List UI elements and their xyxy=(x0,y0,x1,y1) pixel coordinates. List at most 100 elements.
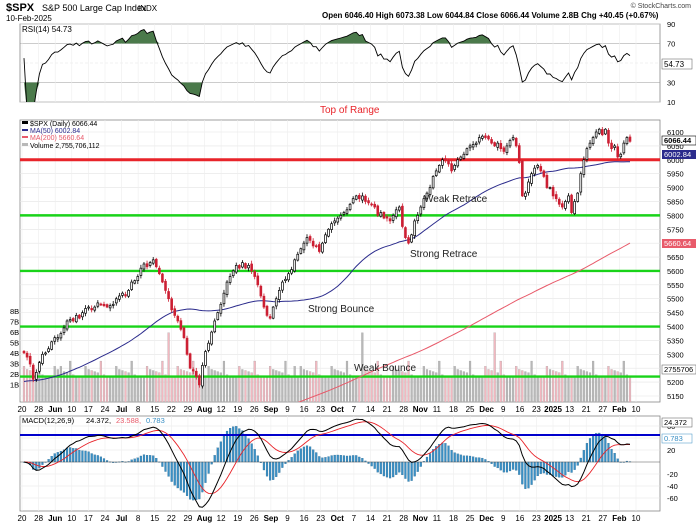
volume-bar xyxy=(404,372,407,402)
volume-bar xyxy=(72,374,75,402)
macd-hist-bar xyxy=(413,461,416,477)
price-legend-swatch xyxy=(22,121,28,124)
volume-bar xyxy=(367,370,370,402)
candle-body xyxy=(38,362,41,372)
macd-hist-bar xyxy=(272,461,275,480)
volume-bar xyxy=(490,370,493,402)
candle-body xyxy=(613,145,616,148)
candle-body xyxy=(71,318,75,322)
volume-tick-label: 6B xyxy=(10,328,19,337)
candle-body xyxy=(161,273,164,283)
volume-tick-label: 4B xyxy=(10,349,19,358)
x-tick-label: Jul xyxy=(116,405,128,414)
macd-hist-bar xyxy=(459,454,462,463)
volume-bar xyxy=(601,376,604,402)
macd-hist-bar xyxy=(281,461,284,468)
candle-body xyxy=(81,312,84,318)
volume-bar xyxy=(78,376,81,402)
macd-hist-bar xyxy=(579,457,582,463)
macd-hist-bar xyxy=(573,461,576,470)
volume-bar xyxy=(355,376,358,402)
macd-hist-bar xyxy=(195,461,198,500)
candle-body xyxy=(573,201,576,215)
macd-hist-bar xyxy=(81,450,84,463)
candle-body xyxy=(422,198,426,208)
volume-bar xyxy=(579,369,582,402)
candle-body xyxy=(99,303,103,306)
macd-hist-bar xyxy=(536,461,539,477)
macd-hist-bar xyxy=(419,461,422,467)
x-tick-label: 28 xyxy=(399,514,408,523)
volume-bar xyxy=(207,366,210,402)
volume-bar xyxy=(401,371,404,402)
macd-hist-bar xyxy=(210,461,213,465)
x-tick-label: 10 xyxy=(67,514,76,523)
x-tick-label: 19 xyxy=(233,514,242,523)
candle-body xyxy=(56,337,60,340)
candle-body xyxy=(111,303,115,306)
volume-bar xyxy=(152,370,155,402)
candle-body xyxy=(604,128,607,135)
macd-hist-bar xyxy=(592,435,595,463)
volume-bar xyxy=(502,374,505,402)
price-panel xyxy=(19,119,661,403)
volume-bar xyxy=(339,371,342,402)
candle-body xyxy=(530,173,533,184)
x-tick-label: 24 xyxy=(101,405,110,414)
macd-hist-bar xyxy=(616,458,619,463)
volume-bar xyxy=(438,360,441,402)
candlesticks xyxy=(22,126,632,389)
volume-bar xyxy=(149,369,152,402)
macd-hist-bar xyxy=(142,454,146,463)
volume-bar xyxy=(373,372,376,402)
candle-body xyxy=(527,181,530,193)
volume-bar xyxy=(592,360,595,402)
macd-hist-bar xyxy=(78,449,81,463)
x-tick-label: Oct xyxy=(331,514,345,523)
candle-body xyxy=(41,353,44,364)
volume-bar xyxy=(62,371,66,402)
macd-hist-bar xyxy=(567,461,570,472)
volume-bar xyxy=(259,375,262,402)
candle-body xyxy=(268,316,272,319)
macd-hist-bar xyxy=(508,461,512,472)
volume-bar xyxy=(59,366,62,402)
volume-bar xyxy=(435,372,438,402)
x-tick-label: Jun xyxy=(48,405,62,414)
macd-hist-bar xyxy=(447,445,450,463)
volume-bar xyxy=(96,372,99,402)
macd-hist-bar xyxy=(333,454,336,463)
volume-bar xyxy=(238,366,241,402)
candle-body xyxy=(311,240,315,247)
macd-hist-bar xyxy=(164,461,167,472)
macd-hist-bar xyxy=(38,461,41,469)
x-tick-label: 10 xyxy=(632,514,641,523)
volume-tick-label: 5B xyxy=(10,339,19,348)
x-tick-label: Nov xyxy=(413,514,429,523)
macd-hist-bar xyxy=(342,455,345,463)
candle-body xyxy=(148,262,152,266)
candle-body xyxy=(628,136,632,142)
volume-bar xyxy=(364,369,367,402)
volume-bar xyxy=(216,371,219,402)
candle-body xyxy=(231,270,235,277)
volume-bar xyxy=(56,369,59,402)
rsi-tick-label: 70 xyxy=(667,40,675,49)
macd-hist-bar xyxy=(496,461,499,469)
x-tick-label: 12 xyxy=(217,514,226,523)
volume-bar xyxy=(416,376,419,402)
volume-bar xyxy=(456,369,459,402)
macd-hist-bar xyxy=(130,459,133,463)
macd-hist-bar xyxy=(219,441,222,463)
candle-body xyxy=(545,175,549,188)
macd-hist-bar xyxy=(382,461,385,477)
macd-hist-bar xyxy=(235,426,238,463)
volume-bar xyxy=(305,370,309,402)
ma50-line xyxy=(23,161,630,382)
volume-bar xyxy=(376,360,379,402)
x-axis-top: 20 28 Jun 10 17 24 Jul 8 15 22 29 Aug 12 19 26 Sep 9 16 23… xyxy=(18,405,641,414)
macd-hist-bar xyxy=(410,461,413,481)
candle-body xyxy=(290,269,293,274)
volume-bar xyxy=(155,371,158,402)
